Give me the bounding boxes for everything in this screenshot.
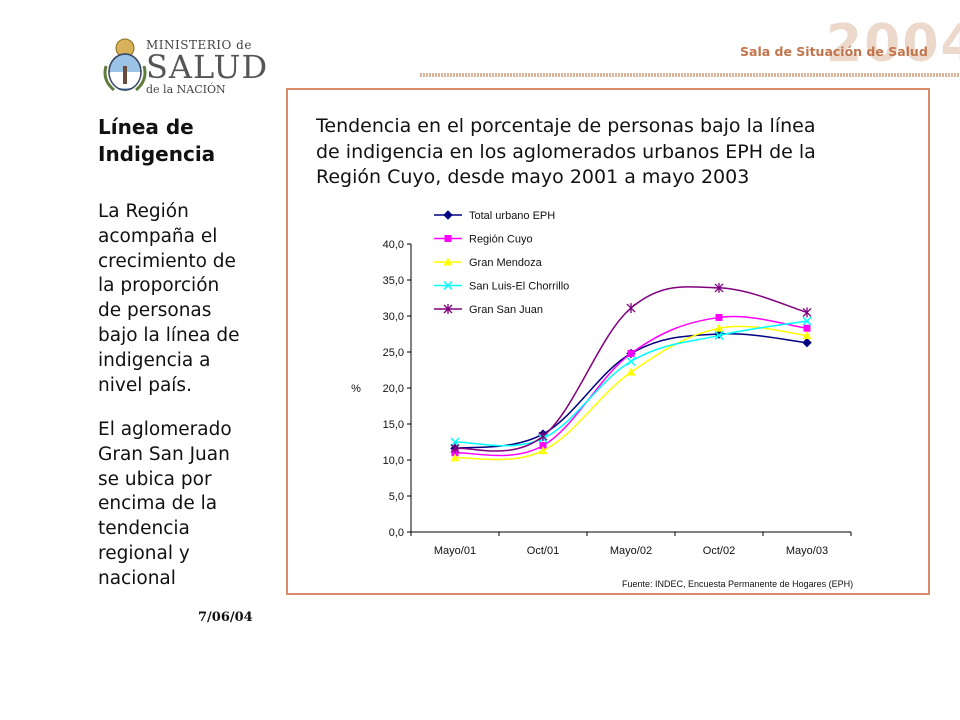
y-tick-label: 0,0: [389, 527, 404, 539]
data-point: [538, 431, 548, 442]
y-tick-label: 5,0: [389, 491, 404, 503]
para1-line: nivel país.: [98, 374, 192, 396]
para1-line: indigencia a: [98, 349, 211, 371]
data-point: [802, 307, 812, 318]
x-tick-label: Mayo/02: [610, 545, 652, 557]
chart-title-line: de indigencia en los aglomerados urbanos…: [316, 140, 816, 163]
section-title-line-1: Línea de: [98, 115, 194, 139]
data-point: [539, 442, 547, 450]
data-point: [626, 303, 636, 314]
y-tick-label: 10,0: [383, 455, 404, 467]
y-tick-label: 15,0: [383, 419, 404, 431]
y-tick-label: 25,0: [383, 347, 404, 359]
data-point: [450, 453, 460, 462]
para2-line: Gran San Juan: [98, 443, 230, 465]
section-title-line-2: Indigencia: [98, 142, 216, 166]
y-tick-label: 40,0: [383, 239, 404, 251]
line-chart: 0,0 5,0 10,0 15,0 20,0 25,0 30,0 35,0 40,0% Mayo/…: [351, 210, 852, 557]
chart-source: Fuente: INDEC, Encuesta Permanente de Ho…: [622, 579, 854, 589]
data-point: [538, 446, 548, 455]
para2-line: El aglomerado: [98, 419, 232, 440]
slide-date: 7/06/04: [198, 610, 253, 625]
chart-title-line: Región Cuyo, desde mayo 2001 a mayo 2003: [316, 166, 750, 188]
y-tick-label: 20,0: [383, 383, 404, 395]
data-point: [715, 313, 723, 321]
series-line: [454, 320, 808, 447]
legend-marker: [444, 235, 452, 242]
x-tick-label: Oct/01: [527, 545, 559, 557]
y-tick-label: 30,0: [383, 311, 404, 323]
para1-line: crecimiento de: [98, 250, 236, 272]
data-point: [714, 282, 724, 293]
para1-line: de personas: [98, 300, 212, 322]
para1-line: acompaña el: [98, 225, 218, 247]
data-point: [802, 316, 812, 326]
coat-of-arms-icon: [103, 38, 147, 92]
chart-panel: Tendencia en el porcentaje de personas b…: [286, 88, 930, 595]
ministry-logo: MINISTERIO de SALUD de la NACIÓN: [100, 36, 267, 96]
logo-line-3: de la NACIÓN: [146, 83, 226, 96]
para1-line: la proporción: [98, 275, 220, 297]
legend-marker: [443, 280, 453, 291]
header-sala-title: Sala de Situación de Salud: [740, 44, 928, 59]
data-point: [626, 356, 636, 366]
legend-label: Región Cuyo: [469, 234, 533, 246]
series-line: [454, 315, 808, 457]
data-point: [803, 324, 811, 332]
legend-marker: [443, 304, 453, 314]
para2-line: tendencia: [98, 518, 190, 540]
para1-line: bajo la línea de: [98, 324, 240, 346]
description-paragraph-2: El aglomerado Gran San Juan se ubica por…: [98, 418, 278, 592]
legend-marker: [443, 210, 453, 220]
legend-marker: [443, 257, 453, 266]
data-point: [627, 349, 635, 357]
data-point: [802, 330, 812, 339]
legend-label: Gran San Juan: [469, 304, 543, 316]
para1-line: La Región: [98, 201, 189, 222]
y-tick-label: 35,0: [383, 275, 404, 287]
x-tick-label: Mayo/03: [786, 545, 828, 557]
x-tick-label: Mayo/01: [434, 545, 476, 557]
data-point: [714, 323, 724, 332]
data-point: [714, 330, 724, 340]
section-title: Línea de Indigencia: [98, 114, 268, 168]
header-divider: [420, 73, 960, 77]
y-axis-label: %: [351, 383, 361, 395]
data-point: [450, 443, 460, 454]
para2-line: nacional: [98, 567, 176, 589]
logo-line-2: SALUD: [146, 48, 269, 86]
description-paragraph-1: La Región acompaña el crecimiento de la …: [98, 200, 278, 398]
data-point: [450, 437, 460, 447]
legend-label: Gran Mendoza: [469, 257, 543, 269]
chart-title: Tendencia en el porcentaje de personas b…: [316, 114, 916, 191]
para2-line: encima de la: [98, 493, 218, 515]
x-tick-label: Oct/02: [703, 545, 735, 557]
para2-line: se ubica por: [98, 468, 212, 490]
legend-label: San Luis-El Chorrillo: [469, 281, 569, 293]
data-point: [802, 337, 812, 348]
para2-line: regional y: [98, 542, 190, 564]
logo-line-1: MINISTERIO de: [146, 38, 252, 52]
legend-label: Total urbano EPH: [469, 210, 555, 222]
chart-title-line: Tendencia en el porcentaje de personas b…: [316, 115, 816, 137]
data-point: [626, 367, 636, 376]
series-line: [454, 325, 808, 461]
header-year: 2004: [826, 14, 960, 74]
